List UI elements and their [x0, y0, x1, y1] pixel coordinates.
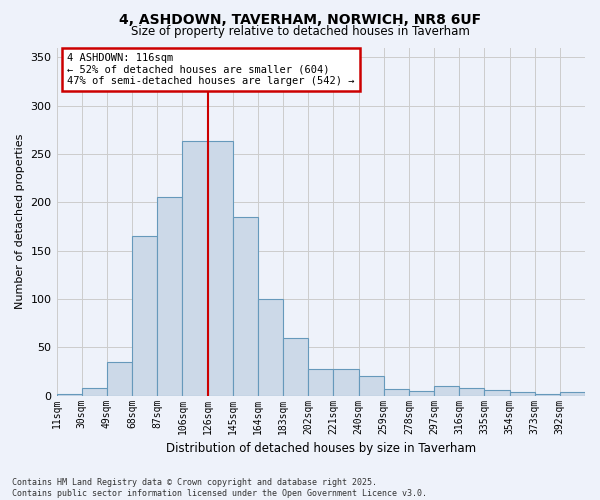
Bar: [484, 390, 509, 396]
X-axis label: Distribution of detached houses by size in Taverham: Distribution of detached houses by size …: [166, 442, 476, 455]
Bar: [258, 299, 283, 396]
Bar: [308, 368, 334, 396]
Bar: [359, 376, 383, 396]
Text: Size of property relative to detached houses in Taverham: Size of property relative to detached ho…: [131, 25, 469, 38]
Bar: [157, 198, 182, 396]
Text: Contains HM Land Registry data © Crown copyright and database right 2025.
Contai: Contains HM Land Registry data © Crown c…: [12, 478, 427, 498]
Text: 4 ASHDOWN: 116sqm
← 52% of detached houses are smaller (604)
47% of semi-detache: 4 ASHDOWN: 116sqm ← 52% of detached hous…: [67, 52, 355, 86]
Bar: [132, 236, 157, 396]
Bar: [233, 216, 258, 396]
Bar: [509, 392, 535, 396]
Bar: [208, 142, 233, 396]
Bar: [107, 362, 132, 396]
Bar: [56, 394, 82, 396]
Text: 4, ASHDOWN, TAVERHAM, NORWICH, NR8 6UF: 4, ASHDOWN, TAVERHAM, NORWICH, NR8 6UF: [119, 12, 481, 26]
Bar: [82, 388, 107, 396]
Bar: [535, 394, 560, 396]
Y-axis label: Number of detached properties: Number of detached properties: [15, 134, 25, 310]
Bar: [283, 338, 308, 396]
Bar: [383, 389, 409, 396]
Bar: [409, 391, 434, 396]
Bar: [434, 386, 459, 396]
Bar: [459, 388, 484, 396]
Bar: [334, 368, 359, 396]
Bar: [182, 142, 208, 396]
Bar: [560, 392, 585, 396]
